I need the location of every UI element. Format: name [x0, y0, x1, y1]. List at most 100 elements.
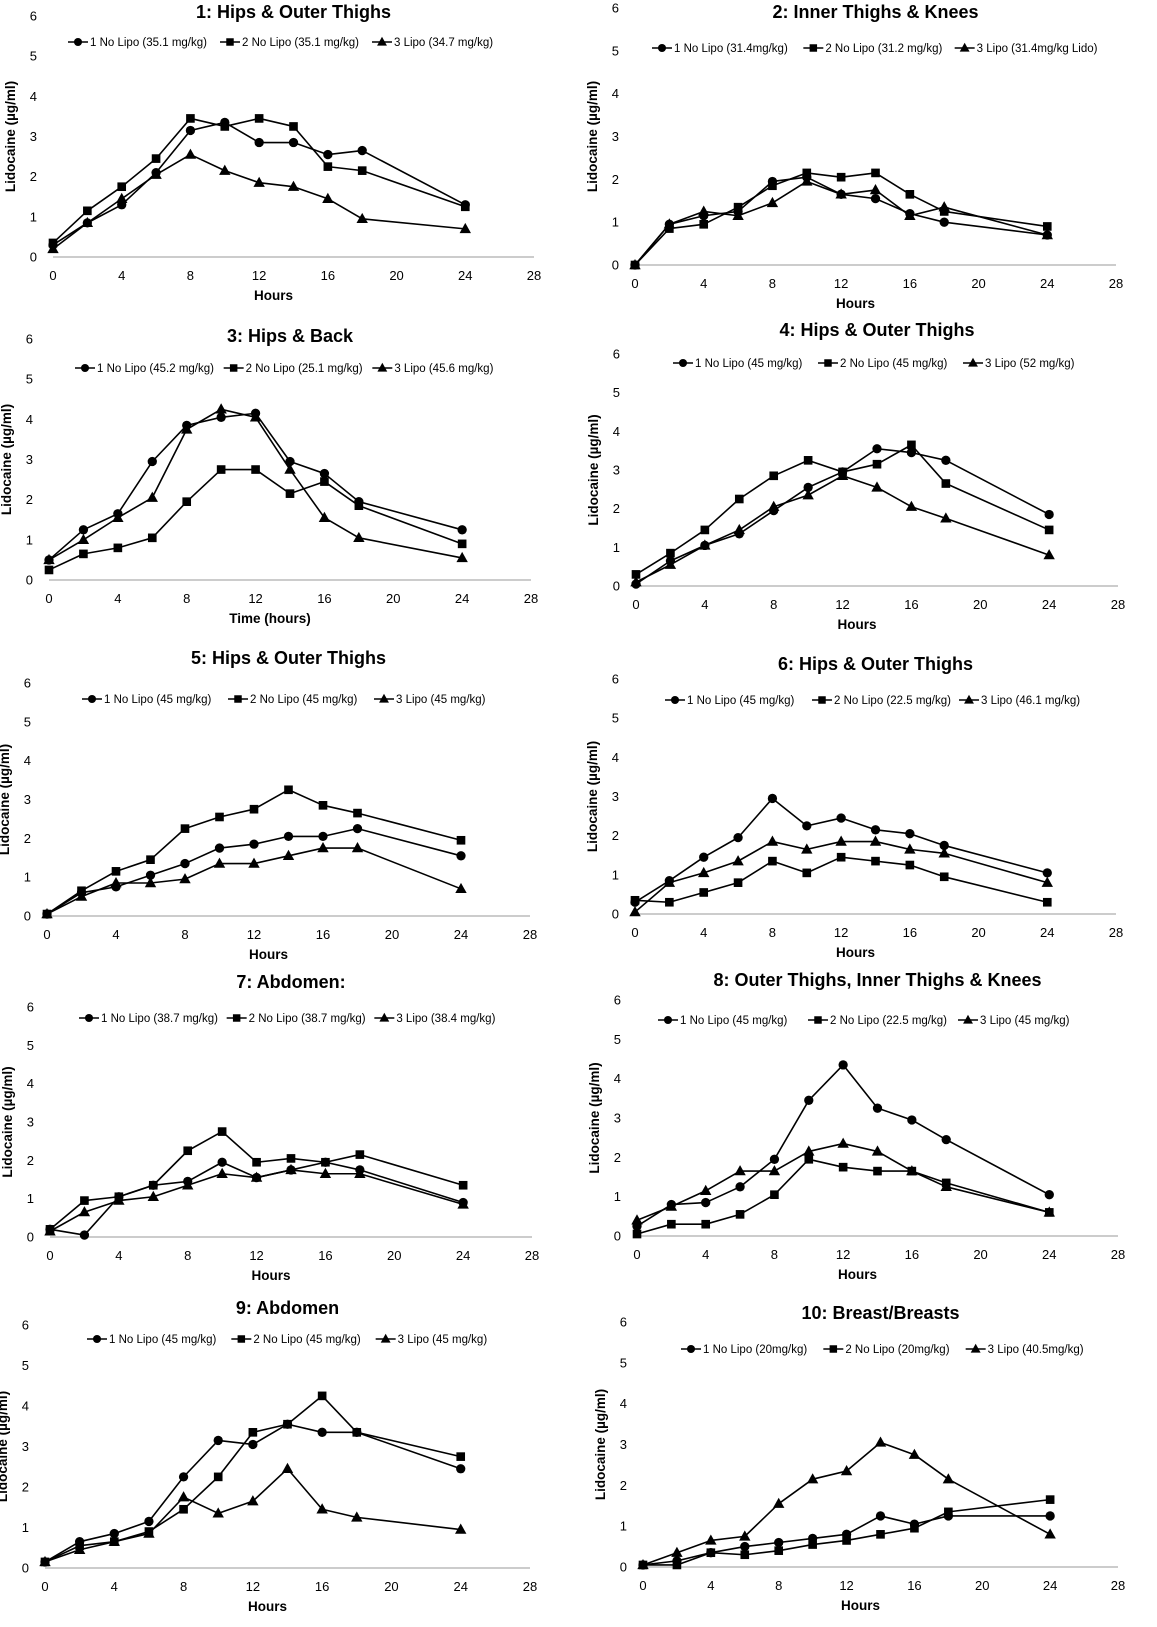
x-tick-label: 16 — [905, 1247, 919, 1262]
legend-marker-circle — [87, 694, 97, 704]
x-tick-label: 28 — [524, 591, 538, 606]
x-tick-label: 28 — [1109, 276, 1123, 291]
legend-entry-label: 2 No Lipo (45 mg/kg) — [253, 1334, 361, 1346]
data-point-circle — [214, 843, 225, 853]
legend-entry-label: 3 Lipo (40.5mg/kg) — [988, 1344, 1084, 1356]
x-tick-label: 20 — [385, 927, 399, 942]
data-point-square — [665, 897, 674, 907]
data-point-triangle — [665, 1200, 678, 1211]
y-axis-label: Lidocaine (µg/ml) — [0, 1066, 15, 1177]
x-tick-label: 20 — [387, 1248, 401, 1263]
legend-entry-label: 2 No Lipo (22.5 mg/kg) — [830, 1015, 947, 1027]
data-point-square — [113, 543, 123, 553]
y-tick-label: 0 — [24, 909, 31, 924]
series-line-2 — [635, 444, 1050, 576]
data-point-square — [905, 860, 915, 870]
data-point-circle — [180, 858, 190, 869]
data-point-circle — [941, 455, 951, 465]
data-point-square — [706, 1548, 716, 1558]
data-point-square — [80, 1196, 89, 1205]
x-tick-label: 0 — [41, 1579, 48, 1594]
legend-entry-label: 1 No Lipo (45.2 mg/kg) — [97, 363, 214, 375]
data-point-circle — [213, 1435, 223, 1446]
data-point-square — [320, 477, 329, 486]
legend-entry-label: 3 Lipo (31.4mg/kg Lido) — [977, 43, 1098, 55]
data-point-square — [735, 1210, 745, 1219]
data-point-square — [907, 440, 916, 450]
data-point-triangle — [177, 1491, 190, 1502]
legend-entry-label: 2 No Lipo (35.1 mg/kg) — [242, 37, 359, 49]
legend-entry-label: 2 No Lipo (22.5 mg/kg) — [834, 695, 951, 707]
y-tick-label: 5 — [30, 49, 37, 64]
data-point-circle — [248, 1439, 258, 1450]
data-point-circle — [78, 525, 89, 535]
x-tick-label: 0 — [639, 1578, 646, 1593]
data-point-triangle — [250, 1171, 263, 1182]
x-tick-label: 12 — [247, 927, 261, 942]
x-tick-label: 24 — [1040, 276, 1054, 291]
y-tick-label: 2 — [30, 169, 37, 184]
data-point-square — [216, 465, 226, 474]
data-point-triangle — [835, 188, 847, 199]
data-point-circle — [1042, 868, 1052, 878]
data-point-triangle — [801, 843, 813, 854]
chart-title: 8: Outer Thighs, Inner Thighs & Knees — [713, 970, 1041, 990]
data-point-square — [151, 154, 161, 163]
y-tick-label: 2 — [22, 1480, 29, 1495]
data-point-square — [802, 868, 812, 878]
data-point-square — [355, 1150, 365, 1159]
data-point-square — [769, 471, 779, 481]
data-point-triangle — [801, 175, 813, 186]
data-point-triangle — [840, 1465, 853, 1476]
data-point-square — [803, 456, 813, 465]
y-axis-label: Lidocaine (µg/ml) — [586, 414, 601, 525]
y-tick-label: 4 — [613, 424, 620, 439]
x-tick-label: 12 — [248, 591, 262, 606]
x-tick-label: 24 — [1042, 597, 1056, 612]
data-point-triangle — [253, 176, 265, 187]
data-point-circle — [803, 482, 813, 493]
x-tick-label: 28 — [527, 268, 541, 283]
data-point-circle — [838, 1060, 848, 1070]
x-axis-label: Time (hours) — [229, 611, 311, 626]
legend-marker-square — [829, 1345, 838, 1353]
x-tick-label: 0 — [633, 1247, 640, 1262]
data-point-triangle — [78, 1206, 91, 1217]
data-point-square — [182, 497, 192, 506]
data-point-triangle — [287, 180, 300, 191]
data-point-circle — [145, 870, 156, 880]
data-point-triangle — [906, 1165, 918, 1176]
data-point-square — [802, 168, 812, 178]
data-point-triangle — [837, 1137, 849, 1148]
legend-marker-square — [232, 1014, 241, 1022]
y-tick-label: 6 — [620, 1315, 627, 1330]
series-line-3 — [634, 840, 1048, 913]
data-point-triangle — [904, 209, 916, 220]
data-point-circle — [109, 1528, 119, 1539]
chart-title: 10: Breast/Breasts — [801, 1303, 959, 1323]
y-tick-label: 3 — [30, 129, 37, 144]
x-tick-label: 16 — [321, 268, 335, 283]
legend: 1 No Lipo (45 mg/kg) 2 No Lipo (45 mg/kg)… — [673, 357, 1075, 370]
legend-marker-triangle — [377, 362, 388, 372]
data-point-square — [148, 1180, 158, 1190]
legend: 1 No Lipo (45.2 mg/kg) 2 No Lipo (25.1 mg… — [75, 362, 494, 375]
y-tick-label: 5 — [613, 385, 620, 400]
x-tick-label: 16 — [315, 1579, 329, 1594]
data-point-triangle — [1043, 549, 1055, 560]
data-point-circle — [217, 1157, 227, 1167]
chart-title: 3: Hips & Back — [227, 326, 354, 346]
x-tick-label: 20 — [975, 1578, 989, 1593]
data-point-triangle — [39, 1555, 51, 1567]
legend-entry-label: 1 No Lipo (45 mg/kg) — [109, 1334, 217, 1346]
x-tick-label: 12 — [835, 597, 849, 612]
y-axis-label: Lidocaine (µg/ml) — [0, 1391, 10, 1502]
x-tick-label: 24 — [453, 1579, 467, 1594]
y-tick-label: 0 — [613, 579, 620, 594]
data-point-circle — [352, 823, 363, 834]
y-tick-label: 0 — [30, 250, 37, 265]
x-tick-label: 0 — [632, 597, 639, 612]
data-point-triangle — [146, 491, 158, 502]
data-point-circle — [836, 813, 846, 823]
data-point-circle — [178, 1472, 189, 1482]
